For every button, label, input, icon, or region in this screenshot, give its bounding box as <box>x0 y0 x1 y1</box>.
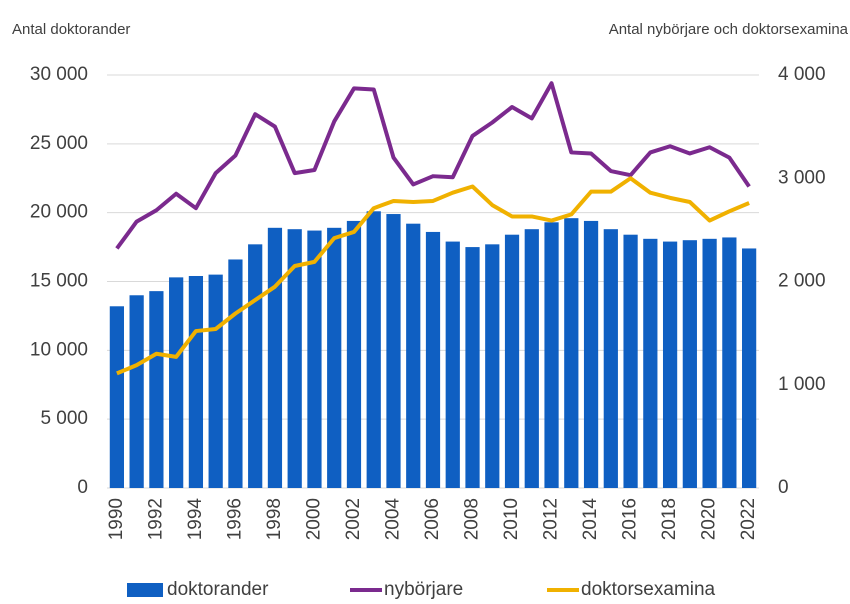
bar <box>386 214 401 488</box>
x-tick-label: 2016 <box>620 498 641 540</box>
legend-label: doktorander <box>167 579 269 600</box>
bar <box>643 238 658 488</box>
x-tick-label: 1998 <box>264 498 285 540</box>
x-tick-label: 2014 <box>580 498 601 541</box>
x-tick-label: 2020 <box>699 498 720 540</box>
y2-tick-label: 2 000 <box>778 271 826 292</box>
bar <box>169 277 184 488</box>
bar <box>504 234 520 488</box>
bar <box>742 248 757 488</box>
line-series <box>115 81 751 250</box>
y-tick-label: 30 000 <box>30 64 88 85</box>
bar <box>682 240 697 488</box>
bar <box>109 306 124 488</box>
x-tick-label: 2002 <box>343 498 364 540</box>
bar <box>564 218 579 488</box>
x-tick-label: 2004 <box>383 498 404 541</box>
bar <box>208 274 223 488</box>
bar <box>425 231 441 488</box>
bar <box>267 227 283 488</box>
x-tick-label: 2022 <box>738 498 759 540</box>
y2-tick-label: 1 000 <box>778 374 826 395</box>
x-tick-label: 1994 <box>185 498 206 541</box>
y-tick-label: 10 000 <box>30 339 88 360</box>
bar <box>662 241 678 488</box>
y2-tick-label: 0 <box>778 477 789 498</box>
bar <box>524 229 539 489</box>
y2-axis-title: Antal nybörjare och doktorsexamina <box>609 21 849 38</box>
bar <box>248 244 263 488</box>
bar <box>366 211 381 489</box>
bar <box>307 230 322 488</box>
bar <box>623 234 638 488</box>
bar <box>406 223 421 488</box>
bar <box>702 238 717 488</box>
y-axis-title: Antal doktorander <box>12 21 130 38</box>
line-series <box>116 176 750 376</box>
bar <box>445 241 460 488</box>
bar <box>603 229 618 489</box>
bar <box>346 220 362 488</box>
x-tick-label: 2012 <box>541 498 562 540</box>
x-tick-label: 1990 <box>106 498 127 540</box>
y-tick-label: 20 000 <box>30 202 88 223</box>
x-tick-label: 1992 <box>145 498 166 540</box>
y2-tick-label: 3 000 <box>778 167 826 188</box>
bar <box>188 275 204 488</box>
y2-tick-label: 4 000 <box>778 64 826 85</box>
x-tick-label: 2006 <box>422 498 443 540</box>
bar <box>465 247 480 488</box>
legend-label: nybörjare <box>384 579 463 600</box>
y-tick-label: 15 000 <box>30 271 88 292</box>
y-tick-label: 5 000 <box>40 408 88 429</box>
bar <box>287 229 302 489</box>
y-tick-label: 25 000 <box>30 133 88 154</box>
x-tick-label: 2018 <box>659 498 680 540</box>
bar <box>722 237 737 488</box>
bar <box>149 291 164 488</box>
x-tick-label: 1996 <box>224 498 245 540</box>
bar <box>485 244 500 488</box>
bar <box>544 222 559 488</box>
x-tick-label: 2010 <box>501 498 522 540</box>
bar <box>129 295 144 488</box>
legend-label: doktorsexamina <box>581 579 716 600</box>
bar <box>583 220 599 488</box>
x-tick-label: 2008 <box>462 498 483 540</box>
x-tick-label: 2000 <box>303 498 324 540</box>
bar <box>228 259 243 488</box>
y-tick-label: 0 <box>77 477 88 498</box>
bar <box>327 227 342 488</box>
legend-swatch <box>127 583 163 597</box>
